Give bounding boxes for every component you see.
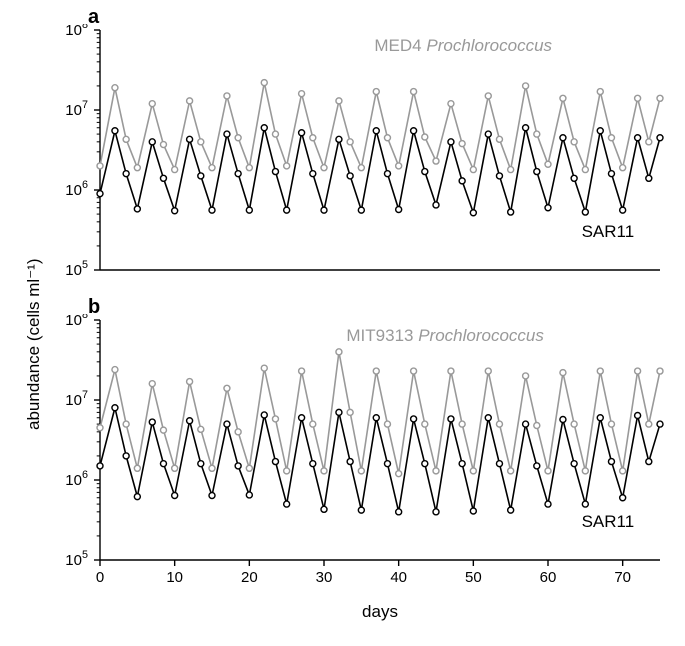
svg-text:10: 10 xyxy=(166,569,183,586)
x-axis-label: days xyxy=(100,602,660,622)
svg-text:40: 40 xyxy=(390,569,407,586)
svg-text:105: 105 xyxy=(65,549,88,569)
svg-text:0: 0 xyxy=(96,569,104,586)
svg-text:20: 20 xyxy=(241,569,258,586)
series-label-sar11-a: SAR11 xyxy=(582,222,635,242)
figure-root: abundance (cells ml⁻¹) a b 105106107108 … xyxy=(0,0,685,646)
svg-text:30: 30 xyxy=(316,569,333,586)
series-label-mit9313-prochlorococcus: MIT9313 Prochlorococcus xyxy=(346,326,543,346)
y-axis-label: abundance (cells ml⁻¹) xyxy=(24,259,44,431)
chart-panel-b: 105 106 107 108 0 10 20 30 40 50 60 70 xyxy=(45,314,666,600)
svg-text:50: 50 xyxy=(465,569,482,586)
chart-panel-a: 105 106 107 108 xyxy=(45,24,666,310)
svg-text:70: 70 xyxy=(614,569,631,586)
svg-text:60: 60 xyxy=(540,569,557,586)
svg-text:106: 106 xyxy=(65,469,88,489)
svg-text:105: 105 xyxy=(65,259,88,279)
svg-text:108: 108 xyxy=(65,24,88,39)
series-label-sar11-b: SAR11 xyxy=(582,512,635,532)
svg-text:107: 107 xyxy=(65,99,88,119)
svg-text:107: 107 xyxy=(65,389,88,409)
svg-text:108: 108 xyxy=(65,314,88,329)
svg-text:106: 106 xyxy=(65,179,88,199)
series-label-med4-prochlorococcus: MED4 Prochlorococcus xyxy=(374,36,552,56)
